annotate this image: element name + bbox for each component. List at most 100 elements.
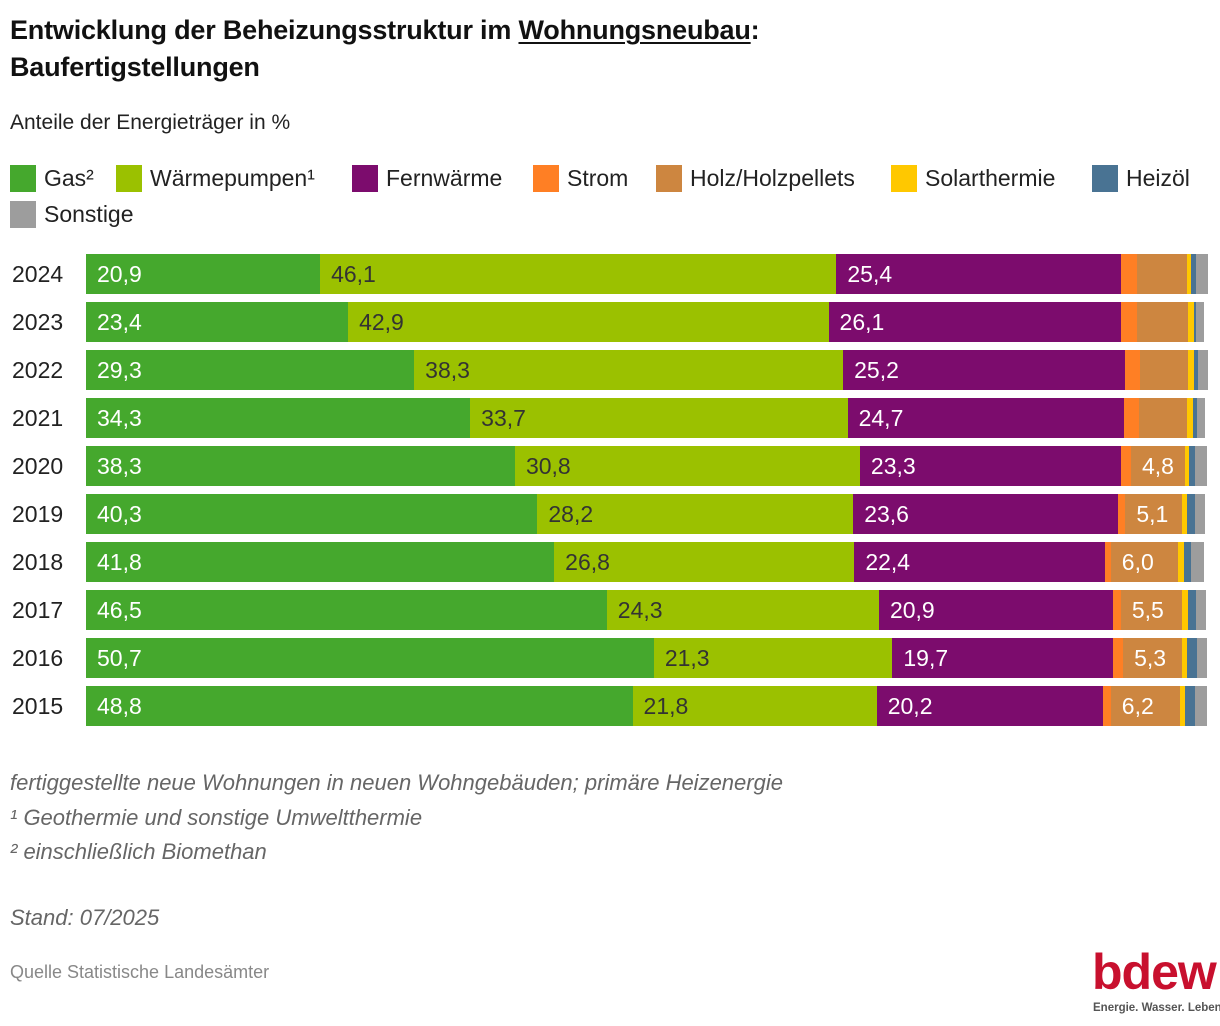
bar-segment-fernwaerme: 25,2 — [843, 350, 1126, 390]
year-label: 2015 — [12, 693, 64, 719]
bar-segment-heizoel — [1186, 638, 1198, 678]
source-note: Quelle Statistische Landesämter — [10, 962, 270, 982]
bar-segment-sonstige — [1198, 350, 1209, 390]
bar-segment-sonstige — [1194, 494, 1205, 534]
bar-segment-waermepumpen: 21,8 — [632, 686, 877, 726]
bar-segment-holz: 5,1 — [1125, 494, 1183, 534]
bar-segment-gas: 20,9 — [86, 254, 321, 294]
bar-segment-fernwaerme: 19,7 — [892, 638, 1114, 678]
legend-label-gas: Gas² — [44, 164, 94, 191]
bar-segment-holz: 5,3 — [1123, 638, 1183, 678]
legend-label-strom: Strom — [567, 164, 629, 191]
footnote-1: ¹ Geothermie und sonstige Umweltthermie — [10, 804, 423, 830]
legend-item-heizoel: Heizöl — [1092, 164, 1190, 192]
bar-row-2016: 2016 50,7 21,3 19,7 5,3 — [0, 638, 1220, 678]
bar-segment-strom — [1105, 542, 1111, 582]
bar-segment-fernwaerme: 26,1 — [828, 302, 1121, 342]
legend-item-solarthermie: Solarthermie — [891, 164, 1055, 192]
bar-segment-holz: 4,8 — [1130, 446, 1185, 486]
bar-row-2015: 2015 48,8 21,8 20,2 6,2 — [0, 686, 1220, 726]
bar-segment-strom — [1125, 350, 1140, 390]
data-label-waermepumpen: 46,1 — [331, 261, 376, 287]
bar-segment-fernwaerme: 20,9 — [878, 590, 1114, 630]
bar-row-2024: 2024 20,9 46,1 25,4 — [0, 254, 1220, 294]
footnotes: fertiggestellte neue Wohnungen in neuen … — [10, 766, 783, 870]
legend-item-gas: Gas² — [10, 164, 94, 192]
data-label-waermepumpen: 28,2 — [548, 501, 594, 527]
bar-segment-strom — [1113, 590, 1121, 630]
data-label-holz: 5,3 — [1134, 645, 1167, 671]
data-label-waermepumpen: 38,3 — [425, 357, 470, 383]
stand-date: Stand: 07/2025 — [10, 905, 160, 930]
bar-segment-waermepumpen: 21,3 — [653, 638, 893, 678]
bar-segment-gas: 40,3 — [86, 494, 538, 534]
data-label-holz: 5,5 — [1131, 597, 1164, 623]
bar-segment-solarthermie — [1188, 302, 1194, 342]
bar-segment-sonstige — [1197, 398, 1205, 438]
footnote-2: ² einschließlich Biomethan — [10, 839, 267, 864]
bar-segment-waermepumpen: 24,3 — [606, 590, 879, 630]
bar-segment-sonstige — [1195, 590, 1206, 630]
bar-segment-heizoel — [1186, 494, 1195, 534]
data-label-fernwaerme: 25,4 — [847, 261, 893, 287]
logo-wordmark: bdew — [1092, 944, 1217, 1000]
bar-row-2018: 2018 41,8 26,8 22,4 6,0 — [0, 542, 1220, 582]
bar-row-2020: 2020 38,3 30,8 23,3 4,8 — [0, 446, 1220, 486]
bar-segment-heizoel — [1183, 542, 1192, 582]
data-label-waermepumpen: 26,8 — [565, 549, 610, 575]
data-label-fernwaerme: 20,2 — [887, 693, 933, 719]
data-label-holz: 6,0 — [1121, 549, 1154, 575]
bar-segment-solarthermie — [1182, 638, 1187, 678]
bar-segment-heizoel — [1184, 686, 1195, 726]
data-label-gas: 38,3 — [97, 453, 142, 479]
data-label-waermepumpen: 24,3 — [617, 597, 663, 623]
title-line-2: Baufertigstellungen — [10, 52, 260, 82]
bar-segment-fernwaerme: 20,2 — [876, 686, 1103, 726]
data-label-waermepumpen: 33,7 — [481, 405, 526, 431]
data-label-fernwaerme: 22,4 — [865, 549, 911, 575]
bar-segment-strom — [1102, 686, 1111, 726]
data-label-gas: 41,8 — [97, 549, 142, 575]
legend-swatch-heizoel — [1092, 164, 1118, 192]
legend-label-heizoel: Heizöl — [1126, 164, 1190, 191]
bar-row-2019: 2019 40,3 28,2 23,6 5,1 — [0, 494, 1220, 534]
bar-segment-holz — [1139, 350, 1189, 390]
footnote-main: fertiggestellte neue Wohnungen in neuen … — [10, 770, 783, 795]
data-label-fernwaerme: 25,2 — [854, 357, 899, 383]
bar-segment-solarthermie — [1182, 590, 1189, 630]
year-label: 2021 — [12, 405, 64, 431]
bar-segment-gas: 34,3 — [86, 398, 471, 438]
chart-subtitle: Anteile der Energieträger in % — [10, 111, 291, 134]
legend-swatch-fernwaerme — [352, 164, 378, 192]
data-label-holz: 6,2 — [1121, 693, 1154, 719]
bar-segment-solarthermie — [1178, 542, 1184, 582]
data-label-fernwaerme: 24,7 — [858, 405, 904, 431]
bar-segment-heizoel — [1192, 398, 1198, 438]
data-label-waermepumpen: 21,3 — [664, 645, 710, 671]
year-label: 2023 — [12, 309, 64, 335]
bar-segment-solarthermie — [1186, 398, 1193, 438]
bar-segment-sonstige — [1194, 446, 1208, 486]
bar-segment-waermepumpen: 38,3 — [414, 350, 844, 390]
bar-segment-heizoel — [1193, 302, 1196, 342]
bar-segment-holz — [1138, 398, 1187, 438]
bar-segment-gas: 23,4 — [86, 302, 349, 342]
data-label-gas: 40,3 — [97, 501, 142, 527]
bar-segment-strom — [1117, 494, 1126, 534]
bar-segment-waermepumpen: 26,8 — [554, 542, 855, 582]
legend-item-strom: Strom — [533, 164, 628, 192]
bar-segment-gas: 41,8 — [86, 542, 555, 582]
title-colon: : — [750, 15, 760, 45]
legend-swatch-sonstige — [10, 200, 36, 228]
data-label-fernwaerme: 20,9 — [889, 597, 935, 623]
year-label: 2020 — [12, 453, 64, 479]
data-label-waermepumpen: 30,8 — [525, 453, 571, 479]
legend-item-waermepumpen: Wärmepumpen¹ — [116, 164, 315, 192]
bar-row-2021: 2021 34,3 33,7 24,7 — [0, 398, 1220, 438]
chart-title: Entwicklung der Beheizungsstruktur im Wo… — [10, 12, 760, 86]
legend-item-holz: Holz/Holzpellets — [656, 164, 855, 192]
bar-segment-heizoel — [1188, 590, 1196, 630]
data-label-gas: 23,4 — [97, 309, 142, 335]
bar-segment-fernwaerme: 25,4 — [836, 254, 1121, 294]
legend: Gas² Wärmepumpen¹ Fernwärme Strom Holz/Holzp… — [0, 164, 1220, 230]
